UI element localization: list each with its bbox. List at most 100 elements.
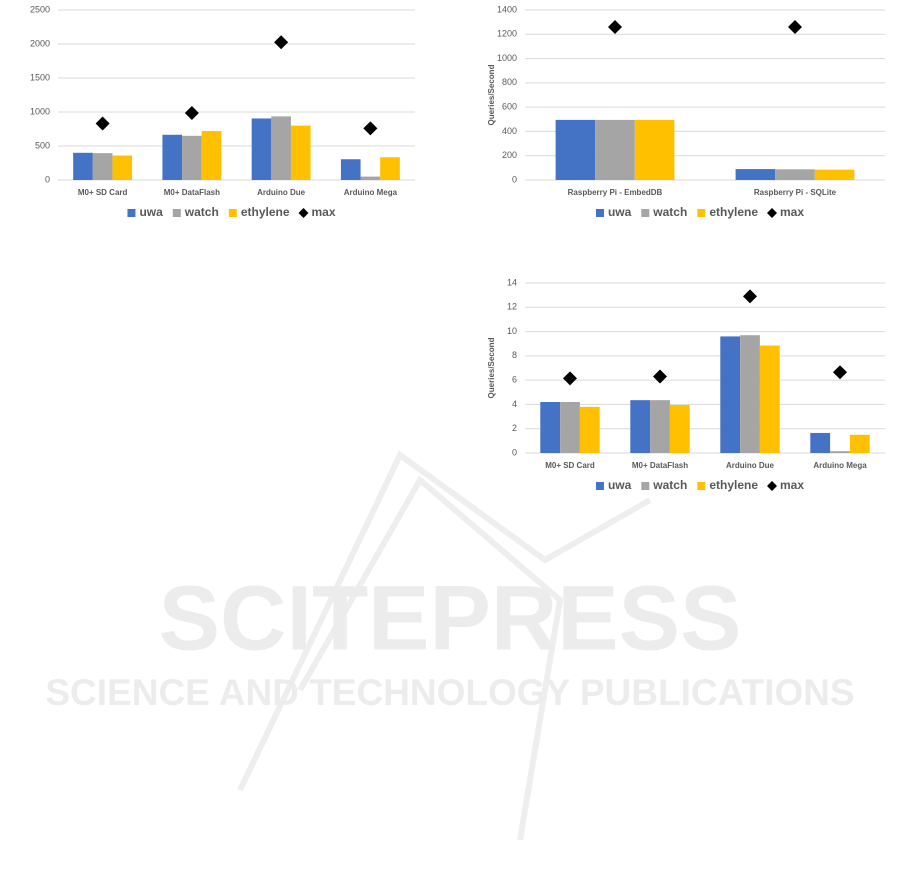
bar xyxy=(380,157,400,180)
bar xyxy=(669,405,690,453)
bar xyxy=(735,169,776,180)
legend-swatch xyxy=(697,209,706,217)
bar xyxy=(271,116,291,180)
bar xyxy=(73,152,93,180)
watermark-subtitle: SCIENCE AND TECHNOLOGY PUBLICATIONS xyxy=(45,672,854,713)
y-tick-label: 0 xyxy=(512,447,517,457)
y-tick-label: 8 xyxy=(512,350,517,360)
y-tick-label: 200 xyxy=(502,150,517,160)
y-tick-label: 1000 xyxy=(497,53,517,63)
y-tick-label: 1500 xyxy=(30,72,50,82)
y-tick-label: 600 xyxy=(502,102,517,112)
y-tick-label: 10 xyxy=(507,326,517,336)
y-tick-label: 2500 xyxy=(30,4,50,14)
legend-label: watch xyxy=(652,205,687,219)
legend-swatch xyxy=(641,209,650,217)
y-tick-label: 1200 xyxy=(497,29,517,39)
legend-swatch xyxy=(298,208,309,218)
marker xyxy=(833,365,847,380)
bar xyxy=(810,432,831,453)
legend-swatch xyxy=(767,481,778,491)
bar xyxy=(720,336,741,453)
bar xyxy=(182,135,202,180)
y-tick-label: 2000 xyxy=(30,38,50,48)
marker xyxy=(363,121,378,136)
bar xyxy=(540,402,561,453)
marker xyxy=(95,116,110,131)
legend-swatch xyxy=(127,209,136,217)
bar xyxy=(555,119,596,180)
y-tick-label: 500 xyxy=(35,140,50,150)
y-axis-title: Queries/Second xyxy=(487,337,496,398)
y-tick-label: 400 xyxy=(502,126,517,136)
bar xyxy=(251,118,272,180)
bar xyxy=(830,451,850,453)
marker xyxy=(274,35,289,50)
bar xyxy=(630,400,651,453)
legend-label: uwa xyxy=(608,205,632,219)
legend-label: uwa xyxy=(608,478,632,492)
bar xyxy=(650,400,670,453)
marker xyxy=(788,20,802,34)
watermark-title: SCITEPRESS xyxy=(159,567,742,669)
legend-label: watch xyxy=(184,205,219,219)
legend-swatch xyxy=(641,482,650,490)
x-tick-label: Raspberry Pi - SQLite xyxy=(754,188,837,197)
legend-label: ethylene xyxy=(241,205,290,219)
bar xyxy=(579,406,600,453)
y-axis-title: Queries/Second xyxy=(487,64,496,125)
x-tick-label: Arduino Due xyxy=(257,188,306,197)
x-tick-label: Arduino Due xyxy=(726,461,775,470)
legend-swatch xyxy=(767,208,778,218)
y-tick-label: 14 xyxy=(507,277,517,287)
legend-swatch xyxy=(172,209,181,217)
marker xyxy=(653,369,667,384)
watermark-book xyxy=(297,475,564,841)
legend-label: max xyxy=(312,205,336,219)
marker xyxy=(608,20,622,34)
legend-swatch xyxy=(595,209,604,217)
y-tick-label: 4 xyxy=(512,399,517,409)
y-tick-label: 0 xyxy=(45,174,50,184)
bar xyxy=(759,345,780,453)
marker xyxy=(743,289,757,304)
bar xyxy=(775,169,815,180)
bar xyxy=(634,119,675,180)
legend-label: max xyxy=(780,478,804,492)
x-tick-label: M0+ SD Card xyxy=(545,461,595,470)
legend-label: ethylene xyxy=(709,205,758,219)
bar xyxy=(740,335,760,453)
legend-label: max xyxy=(780,205,804,219)
legend-label: watch xyxy=(652,478,687,492)
y-tick-label: 0 xyxy=(512,174,517,184)
y-tick-label: 2 xyxy=(512,423,517,433)
y-tick-label: 6 xyxy=(512,375,517,385)
legend-swatch xyxy=(228,209,237,217)
y-tick-label: 1000 xyxy=(30,106,50,116)
bar xyxy=(560,402,580,453)
x-tick-label: M0+ SD Card xyxy=(78,188,128,197)
y-tick-label: 1400 xyxy=(497,4,517,14)
legend-swatch xyxy=(595,482,604,490)
x-tick-label: M0+ DataFlash xyxy=(632,461,688,470)
watermark-book xyxy=(237,450,652,792)
bar xyxy=(201,131,222,180)
x-tick-label: Arduino Mega xyxy=(344,188,398,197)
bar xyxy=(112,155,133,180)
x-tick-label: Raspberry Pi - EmbedDB xyxy=(568,188,663,197)
y-tick-label: 12 xyxy=(507,302,517,312)
bar xyxy=(92,153,113,180)
x-tick-label: Arduino Mega xyxy=(813,461,867,470)
legend-label: uwa xyxy=(139,205,163,219)
bar xyxy=(849,434,870,453)
legend-swatch xyxy=(697,482,706,490)
bar xyxy=(340,159,361,180)
bar xyxy=(360,176,381,180)
legend-label: ethylene xyxy=(709,478,758,492)
x-tick-label: M0+ DataFlash xyxy=(164,188,220,197)
bar xyxy=(595,119,635,180)
bar xyxy=(814,169,855,180)
bar xyxy=(290,125,311,180)
bar xyxy=(162,134,183,180)
